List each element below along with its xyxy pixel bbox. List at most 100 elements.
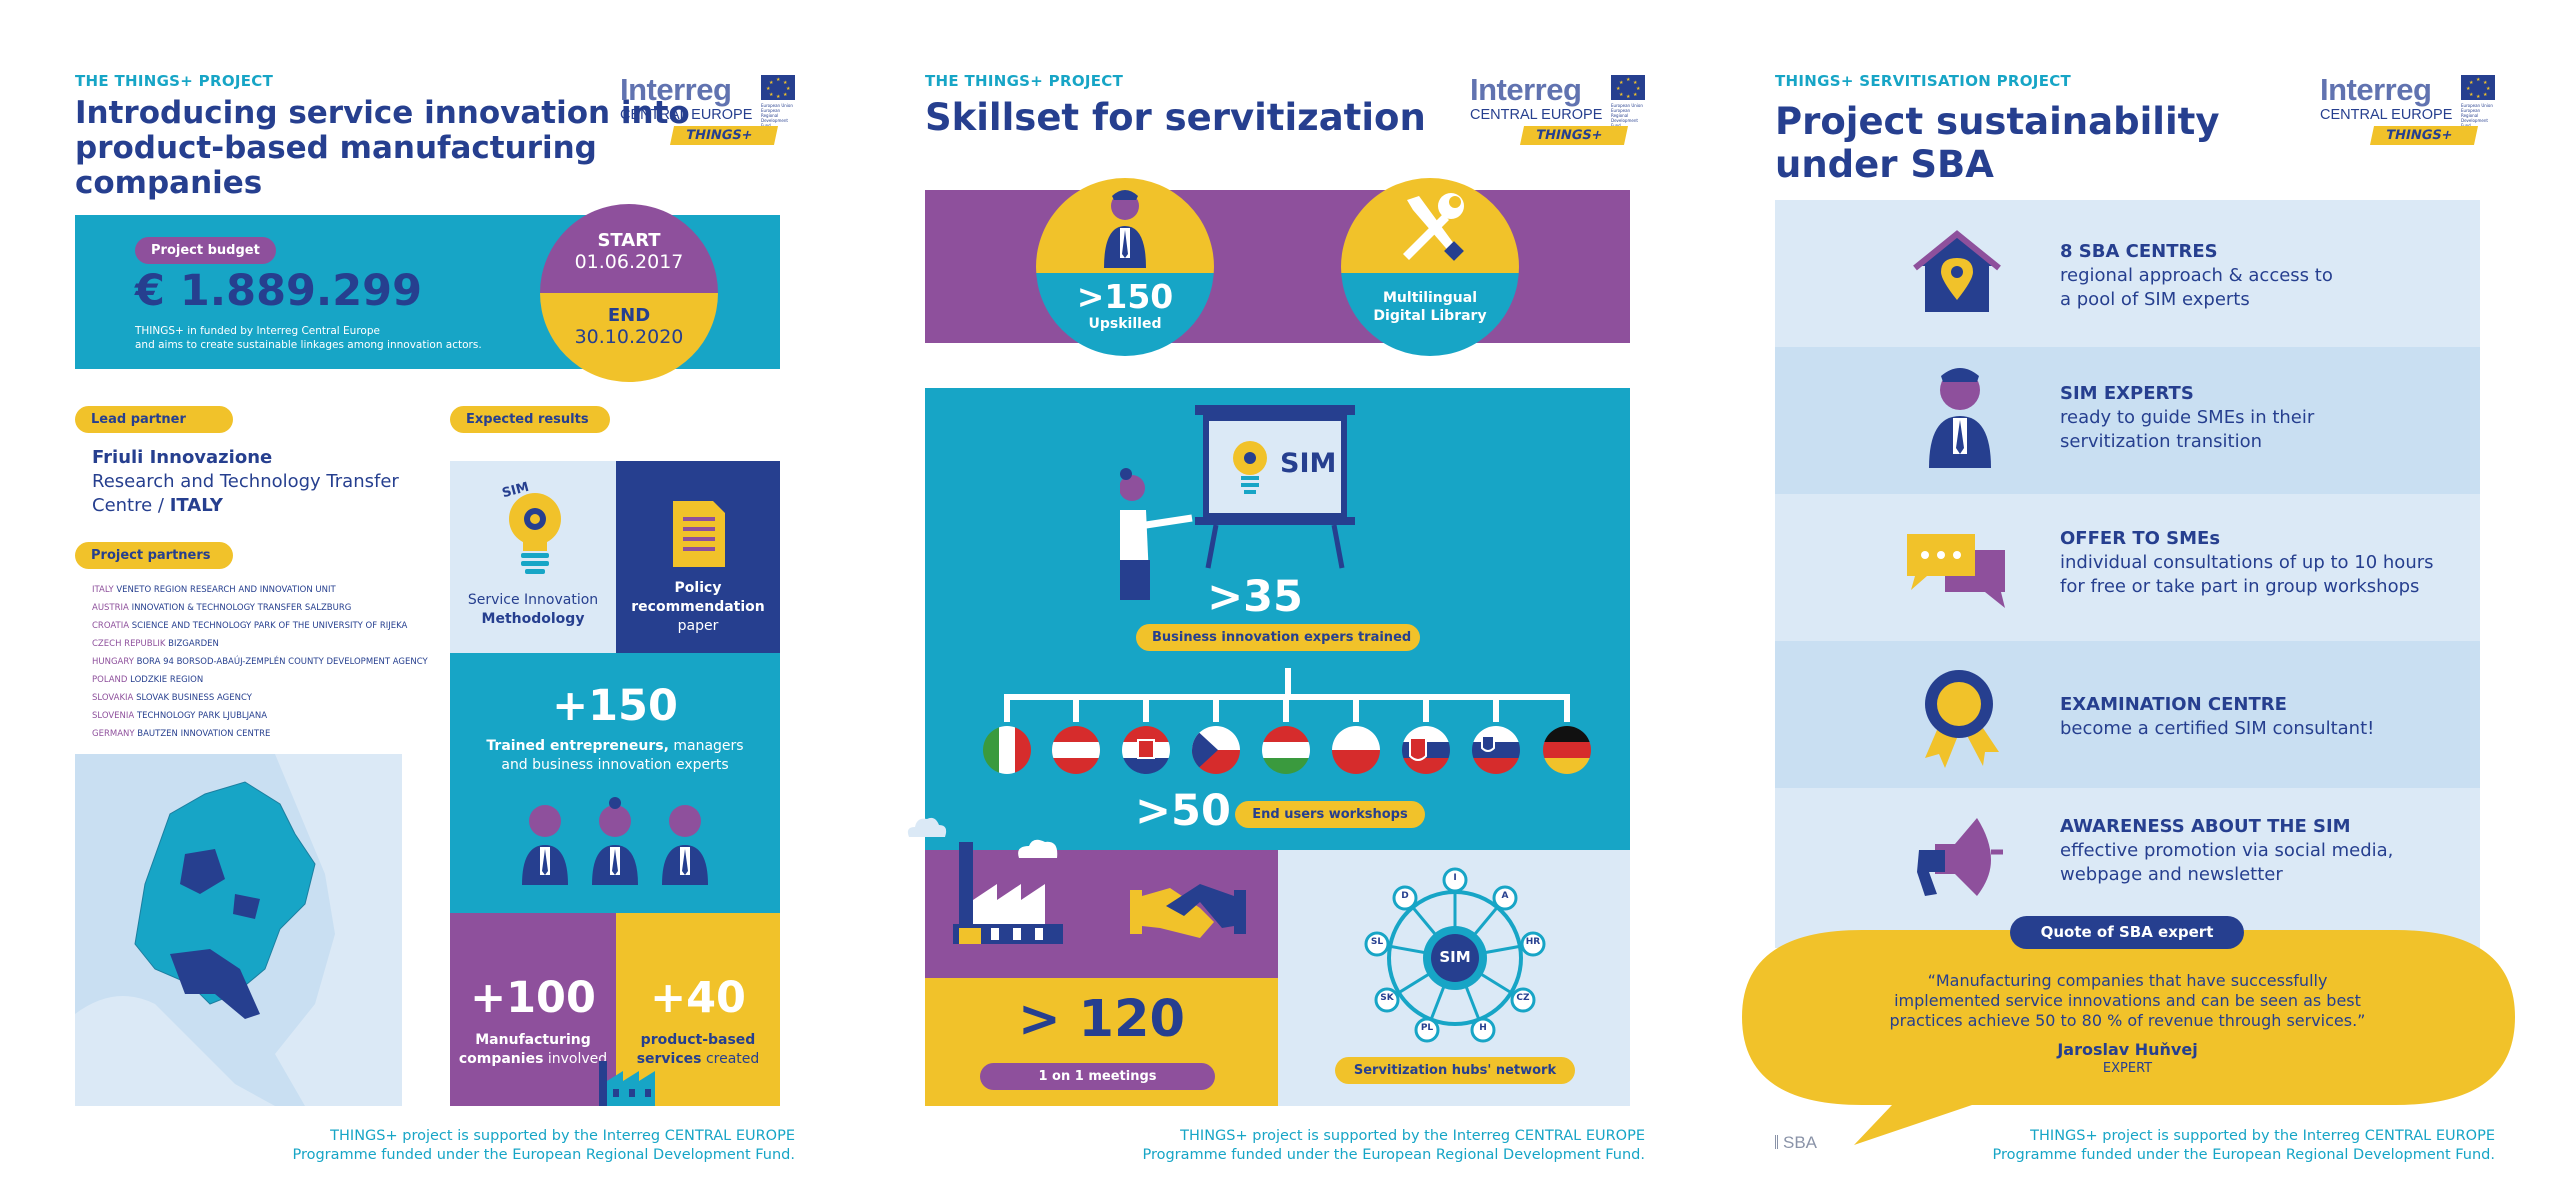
upskilled-number: >150 bbox=[1076, 277, 1174, 316]
quote-label: Quote of SBA expert bbox=[2010, 916, 2244, 949]
list-item: SLOVENIA TECHNOLOGY PARK LJUBLJANA bbox=[92, 711, 268, 721]
things-badge: THINGS+ bbox=[1519, 126, 1629, 145]
end-date: 30.10.2020 bbox=[574, 326, 684, 348]
lightbulb-gear-icon bbox=[509, 493, 561, 574]
upskilled-label: Upskilled bbox=[1088, 316, 1162, 332]
top-band bbox=[925, 190, 1630, 343]
lead-partner-label: Lead partner bbox=[75, 406, 233, 433]
document-icon bbox=[673, 501, 725, 567]
tools-icon bbox=[1403, 193, 1464, 261]
page-title: Skillset for servitization bbox=[925, 96, 1426, 139]
flag-croatia-icon bbox=[1122, 726, 1170, 774]
house-pin-icon bbox=[1913, 230, 2001, 312]
trained-number: +150 bbox=[552, 681, 678, 731]
budget-value: € 1.889.299 bbox=[135, 266, 422, 316]
award-ribbon-icon bbox=[1925, 670, 1999, 768]
info-row bbox=[1775, 200, 2480, 347]
workshops-number: >50 bbox=[1135, 786, 1231, 836]
factory-icon bbox=[599, 1061, 655, 1106]
eu-flag-icon: ★ ★ ★ ★ ★ ★ ★ ★ bbox=[761, 75, 795, 100]
meetings-number: > 120 bbox=[1018, 990, 1185, 1049]
cloud-icon bbox=[907, 817, 947, 837]
list-item: AUSTRIA INNOVATION & TECHNOLOGY TRANSFER… bbox=[92, 603, 352, 613]
interreg-logo: Interreg ★ ★ ★ ★ ★ ★ ★ ★ European Union Europ… bbox=[620, 72, 795, 152]
flag-austria-icon bbox=[1052, 726, 1100, 774]
interreg-logo: Interreg ★ ★ ★ ★ ★ ★ ★ ★ European Union Europ… bbox=[1470, 72, 1645, 152]
services-tile: +40 product-based services created bbox=[616, 913, 780, 1106]
hub-node-a: A bbox=[1501, 891, 1509, 901]
trained-label: Trained entrepreneurs, managers and busin… bbox=[486, 738, 744, 773]
row-examination: EXAMINATION CENTRE become a certified SIM… bbox=[2060, 694, 2375, 739]
eu-flag-icon: ★ ★ ★ ★ ★ ★ ★ ★ bbox=[2461, 75, 2495, 100]
project-partners-label: Project partners bbox=[75, 542, 233, 569]
list-item: HUNGARY BORA 94 BORSOD-ABAÚJ-ZEMPLÉN COU… bbox=[92, 657, 428, 667]
services-label: product-based services created bbox=[636, 1032, 760, 1067]
megaphone-icon bbox=[1917, 818, 2003, 896]
sba-mark-icon bbox=[1775, 1135, 1783, 1149]
trained-tile: +150 Trained entrepreneurs, managers and … bbox=[450, 653, 780, 913]
workshops-label: End users workshops bbox=[1235, 801, 1425, 828]
interreg-logo: Interreg ★ ★ ★ ★ ★ ★ ★ ★ European Union Europ… bbox=[2320, 72, 2495, 152]
footer-note: THINGS+ project is supported by the Inte… bbox=[292, 1128, 795, 1163]
library-circle: Multilingual Digital Library bbox=[1341, 178, 1519, 356]
experts-number: >35 bbox=[1207, 572, 1303, 622]
panel-kicker: THINGS+ SERVITISATION PROJECT bbox=[1775, 72, 2072, 90]
meetings-label: 1 on 1 meetings bbox=[980, 1063, 1215, 1090]
hubs-label: Servitization hubs' network bbox=[1335, 1057, 1575, 1084]
things-badge: THINGS+ bbox=[669, 126, 779, 145]
hub-node-sl: SL bbox=[1370, 937, 1384, 947]
presentation-board-icon bbox=[1120, 405, 1355, 600]
person-icon bbox=[1104, 190, 1146, 268]
central-europe-map bbox=[75, 754, 402, 1106]
flag-italy-icon bbox=[983, 726, 1031, 774]
hub-node-hr: HR bbox=[1525, 937, 1541, 947]
things-badge: THINGS+ bbox=[2369, 126, 2479, 145]
budget-note: THINGS+ in funded by Interreg Central Eu… bbox=[135, 325, 482, 351]
partners-list: ITALY VENETO REGION RESEARCH AND INNOVAT… bbox=[92, 581, 428, 743]
list-item: CROATIA SCIENCE AND TECHNOLOGY PARK OF T… bbox=[92, 621, 408, 631]
list-item: SLOVAKIA SLOVAK BUSINESS AGENCY bbox=[92, 693, 252, 703]
hub-node-h: H bbox=[1479, 1023, 1487, 1033]
policy-label: Policy recommendation paper bbox=[631, 580, 765, 634]
quote-author: Jaroslav Huňvej bbox=[2057, 1040, 2198, 1059]
method-label: Service Innovation Methodology bbox=[467, 592, 599, 627]
people-icon bbox=[522, 797, 708, 885]
library-label: Multilingual Digital Library bbox=[1373, 290, 1487, 324]
info-row bbox=[1775, 641, 2480, 788]
manufacturing-number: +100 bbox=[470, 973, 596, 1023]
row-awareness: AWARENESS ABOUT THE SIM effective promoti… bbox=[2060, 816, 2394, 885]
row-sim-experts: SIM EXPERTS ready to guide SMEs in their s… bbox=[2060, 383, 2315, 452]
expected-results-label: Expected results bbox=[450, 406, 610, 433]
manufacturing-label: Manufacturing companies involved bbox=[458, 1032, 608, 1067]
date-circle: START 01.06.2017 END 30.10.2020 bbox=[540, 204, 718, 382]
flag-poland-icon bbox=[1332, 726, 1380, 774]
info-row bbox=[1775, 494, 2480, 641]
method-tile: SIM Service Innovation Methodology bbox=[450, 461, 616, 653]
hub-node-sk: SK bbox=[1380, 993, 1394, 1003]
hub-node-i: I bbox=[1453, 873, 1457, 883]
upskilled-circle: >150 Upskilled bbox=[1036, 178, 1214, 356]
quote-text: “Manufacturing companies that have succe… bbox=[1889, 971, 2366, 1030]
panel-things-project: THE THINGS+ PROJECT Introducing service … bbox=[75, 0, 795, 1200]
quote-role: EXPERT bbox=[2102, 1061, 2153, 1076]
partner-flags-tree bbox=[983, 668, 1591, 774]
flag-hungary-icon bbox=[1262, 726, 1310, 774]
list-item: ITALY VENETO REGION RESEARCH AND INNOVAT… bbox=[92, 585, 336, 595]
chat-bubbles-icon bbox=[1907, 534, 2005, 608]
row-sba-centres: 8 SBA CENTRES regional approach & access … bbox=[2060, 241, 2333, 310]
panel-kicker: THE THINGS+ PROJECT bbox=[925, 72, 1124, 90]
board-text: SIM bbox=[1280, 448, 1337, 479]
end-label: END bbox=[607, 305, 651, 326]
hub-network-diagram bbox=[1364, 867, 1546, 1043]
list-item: GERMANY BAUTZEN INNOVATION CENTRE bbox=[92, 729, 271, 739]
hub-node-d: D bbox=[1401, 891, 1409, 901]
services-number: +40 bbox=[650, 973, 746, 1023]
handshake-icon bbox=[1130, 884, 1246, 938]
panel-kicker: THE THINGS+ PROJECT bbox=[75, 72, 274, 90]
list-item: POLAND LODZKIE REGION bbox=[92, 675, 204, 685]
experts-label: Business innovation expers trained bbox=[1136, 624, 1420, 651]
flag-slovenia-icon bbox=[1472, 726, 1520, 774]
budget-label: Project budget bbox=[135, 237, 276, 264]
hub-node-pl: PL bbox=[1420, 1023, 1434, 1033]
flag-czech-icon bbox=[1192, 726, 1240, 774]
